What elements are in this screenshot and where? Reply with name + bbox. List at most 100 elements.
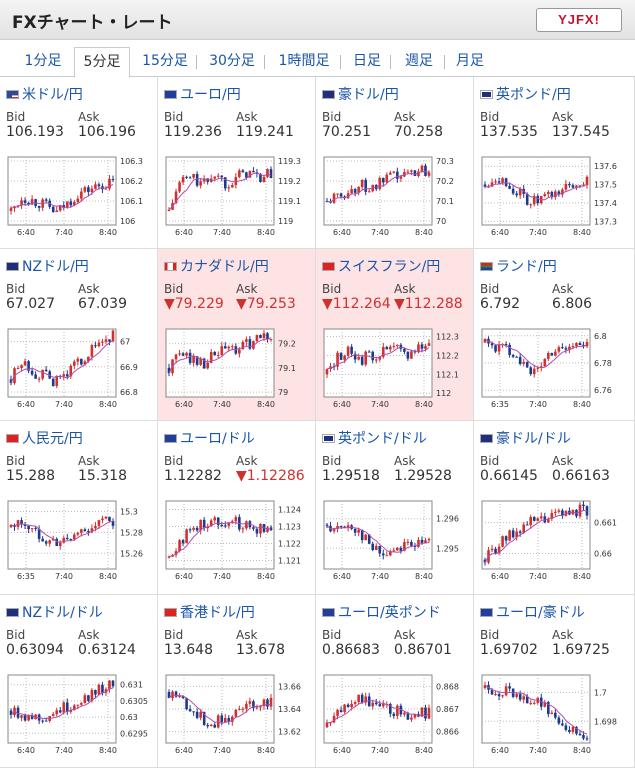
mini-chart[interactable]: 0.631 0.6305 0.63 0.6295 6:40 7:40 8:40: [4, 671, 150, 759]
rate-card[interactable]: NZドル/円 Bid Ask 67.027 67.039 67 66.9 66.8 6:40 7:…: [0, 249, 158, 421]
candle-body: [185, 698, 188, 710]
mini-chart[interactable]: 1.124 1.123 1.122 1.121 6:40 7:40 8:40: [162, 497, 308, 585]
pair-link[interactable]: 豪ドル/ドル: [480, 428, 571, 448]
ask-label: Ask: [78, 282, 100, 296]
mini-chart[interactable]: 6.8 6.78 6.76 6:35 7:40 8:40: [478, 325, 624, 413]
rate-card[interactable]: 豪ドル/円 Bid Ask 70.251 70.258 70.3 70.2 70.1 70 6:4…: [316, 77, 474, 249]
rate-card[interactable]: 人民元/円 Bid Ask 15.288 15.318 15.3 15.28 15.26 6:3…: [0, 421, 158, 595]
ask-value: 0.63124: [78, 642, 136, 658]
pair-link[interactable]: 米ドル/円: [6, 84, 83, 104]
pair-link[interactable]: 豪ドル/円: [322, 84, 399, 104]
rate-card[interactable]: スイスフラン/円 Bid Ask ▼112.264 ▼112.288 112.3 112.2…: [316, 249, 474, 421]
candle-body: [522, 524, 525, 533]
rate-card[interactable]: ユーロ/英ポンド Bid Ask 0.86683 0.86701 0.868 0.867 0.…: [316, 595, 474, 768]
ask-label: Ask: [236, 628, 258, 642]
mini-chart[interactable]: 1.296 1.295 6:40 7:40 8:40: [320, 497, 466, 585]
pair-link[interactable]: ユーロ/英ポンド: [322, 602, 441, 622]
candle-body: [504, 344, 508, 346]
rate-card[interactable]: ユーロ/ドル Bid Ask 1.12282 ▼1.12286 1.124 1.123 1.1…: [158, 421, 316, 595]
pair-name[interactable]: 英ポンド/ドル: [338, 431, 427, 447]
pair-name[interactable]: 豪ドル/円: [338, 87, 399, 103]
rate-card[interactable]: NZドル/ドル Bid Ask 0.63094 0.63124 0.631 0.6305 0.…: [0, 595, 158, 768]
pair-link[interactable]: ユーロ/ドル: [164, 428, 255, 448]
pair-name[interactable]: ユーロ/英ポンド: [338, 605, 441, 621]
pair-name[interactable]: 人民元/円: [22, 431, 83, 447]
pair-link[interactable]: スイスフラン/円: [322, 256, 440, 276]
mini-chart[interactable]: 0.661 0.66 6:40 7:40 8:40: [478, 497, 624, 585]
mini-chart[interactable]: 119.3 119.2 119.1 119 6:40 7:40 8:40: [162, 153, 308, 241]
mini-chart[interactable]: 15.3 15.28 15.26 6:35 7:40 8:40: [4, 497, 150, 585]
pair-name[interactable]: ユーロ/豪ドル: [496, 605, 585, 621]
tab-3[interactable]: 30分足: [200, 47, 265, 76]
mini-chart[interactable]: 1.7 1.698 6:40 7:40 8:40: [478, 671, 624, 759]
candle-body: [575, 343, 578, 347]
candle-body: [269, 338, 273, 340]
moving-average-line: [484, 684, 588, 735]
pair-name[interactable]: ユーロ/円: [180, 87, 241, 103]
tab-0[interactable]: 1分足: [24, 53, 62, 69]
candle-body: [420, 539, 424, 543]
pair-name[interactable]: 豪ドル/ドル: [496, 431, 571, 447]
candle-body: [58, 542, 62, 546]
rate-card[interactable]: 米ドル/円 Bid Ask 106.193 106.196 106.3 106.2 106.1…: [0, 77, 158, 249]
pair-link[interactable]: 英ポンド/円: [480, 84, 571, 104]
rate-card[interactable]: ランド/円 Bid Ask 6.792 6.806 6.8 6.78 6.76 6:35 7:40…: [474, 249, 635, 421]
pair-link[interactable]: 英ポンド/ドル: [322, 428, 427, 448]
rate-card[interactable]: 香港ドル/円 Bid Ask 13.648 13.678 13.66 13.64 13.62 6…: [158, 595, 316, 768]
mini-chart[interactable]: 67 66.9 66.8 6:40 7:40 8:40: [4, 325, 150, 413]
candle-body: [515, 193, 518, 196]
candle-body: [266, 333, 269, 340]
pair-name[interactable]: NZドル/ドル: [22, 605, 103, 621]
rate-card[interactable]: ユーロ/豪ドル Bid Ask 1.69702 1.69725 1.7 1.698 6:40 7…: [474, 595, 635, 768]
rate-card[interactable]: 英ポンド/円 Bid Ask 137.535 137.545 137.6 137.5 137.…: [474, 77, 635, 249]
tab-5[interactable]: 日足: [344, 47, 391, 76]
candle-body: [406, 541, 410, 543]
candle-body: [69, 710, 73, 712]
pair-name[interactable]: NZドル/円: [22, 259, 89, 275]
pair-link[interactable]: ユーロ/円: [164, 84, 241, 104]
pair-link[interactable]: カナダドル/円: [164, 256, 269, 276]
candle-body: [508, 530, 511, 541]
pair-name[interactable]: スイスフラン/円: [338, 259, 441, 275]
x-tick-label: 6:40: [491, 746, 509, 755]
mini-chart[interactable]: 0.868 0.867 0.866 6:40 7:40 8:40: [320, 671, 466, 759]
pair-name[interactable]: 米ドル/円: [22, 87, 83, 103]
tab-4[interactable]: 1時間足: [268, 47, 341, 76]
yjfx-logo[interactable]: YJFX!: [536, 8, 622, 32]
us-flag-icon: [6, 89, 19, 99]
x-tick-label: 6:40: [175, 746, 193, 755]
rate-card[interactable]: 豪ドル/ドル Bid Ask 0.66145 0.66163 0.661 0.66 6:40 7…: [474, 421, 635, 595]
mini-chart[interactable]: 70.3 70.2 70.1 70 6:40 7:40 8:40: [320, 153, 466, 241]
candle-body: [51, 538, 55, 541]
tab-2[interactable]: 15分足: [134, 47, 197, 76]
x-tick-label: 8:40: [415, 228, 433, 237]
pair-link[interactable]: NZドル/円: [6, 256, 89, 276]
pair-name[interactable]: ユーロ/ドル: [180, 431, 255, 447]
pair-name[interactable]: カナダドル/円: [180, 259, 269, 275]
pair-name[interactable]: ランド/円: [496, 259, 557, 275]
pair-link[interactable]: 香港ドル/円: [164, 602, 255, 622]
mini-chart[interactable]: 79.2 79.1 79 6:40 7:40 8:40: [162, 325, 308, 413]
mini-chart[interactable]: 137.6 137.5 137.4 137.3 6:40 7:40 8:40: [478, 153, 624, 241]
candle-body: [16, 205, 20, 207]
pair-link[interactable]: ランド/円: [480, 256, 557, 276]
tab-6[interactable]: 週足: [394, 47, 445, 76]
pair-link[interactable]: 人民元/円: [6, 428, 83, 448]
rate-card[interactable]: 英ポンド/ドル Bid Ask 1.29518 1.29528 1.296 1.295 6:4…: [316, 421, 474, 595]
pair-link[interactable]: NZドル/ドル: [6, 602, 103, 622]
candle-body: [202, 358, 206, 369]
mini-chart[interactable]: 106.3 106.2 106.1 106 6:40 7:40 8:40: [4, 153, 150, 241]
mini-chart[interactable]: 112.3 112.2 112.1 112 6:40 7:40 8:40: [320, 325, 466, 413]
pair-name[interactable]: 英ポンド/円: [496, 87, 571, 103]
tab-1[interactable]: 5分足: [74, 47, 130, 78]
rate-card[interactable]: ユーロ/円 Bid Ask 119.236 119.241 119.3 119.2 119.1…: [158, 77, 316, 249]
y-tick-label: 1.698: [594, 717, 617, 726]
pair-link[interactable]: ユーロ/豪ドル: [480, 602, 585, 622]
mini-chart[interactable]: 13.66 13.64 13.62 6:40 7:40 8:40: [162, 671, 308, 759]
pair-name[interactable]: 香港ドル/円: [180, 605, 255, 621]
candle-body: [83, 695, 87, 704]
tab-7[interactable]: 月足: [456, 53, 484, 69]
candle-body: [389, 704, 392, 714]
candle-body: [195, 356, 199, 365]
rate-card[interactable]: カナダドル/円 Bid Ask ▼79.229 ▼79.253 79.2 79.1 79 6:4…: [158, 249, 316, 421]
